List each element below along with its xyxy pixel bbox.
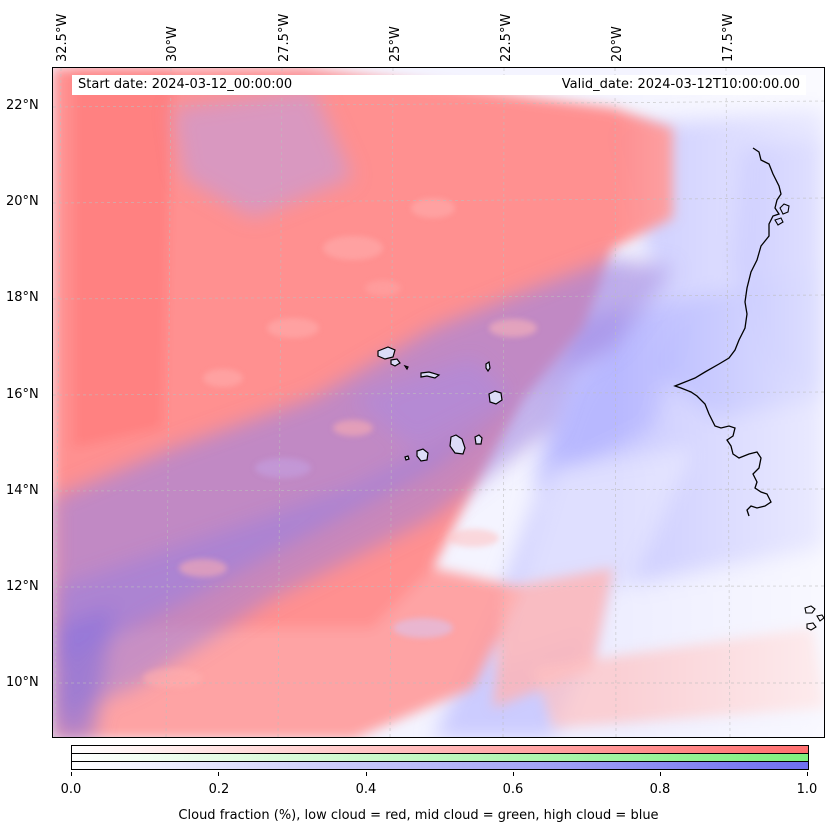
island-santiago (449, 434, 466, 455)
lat-label-22n: 22°N (6, 98, 39, 113)
colorbar-tick-4: 0.8 (649, 782, 671, 797)
lon-label-22-5w: 22.5°W (499, 13, 514, 62)
colorbar-tick-3: 0.6 (502, 782, 524, 797)
cloud-texture (143, 198, 537, 688)
island-sao-nicolau (420, 371, 441, 379)
island-maio (474, 434, 483, 445)
lat-label-20n: 20°N (6, 194, 39, 209)
coast-inlet (774, 203, 790, 226)
colorbar-tick-1: 0.2 (208, 782, 230, 797)
graticule (53, 68, 824, 737)
colorbar-tickmark-2 (366, 772, 367, 776)
east-fade (613, 68, 824, 737)
lat-label-10n: 10°N (6, 675, 39, 690)
colorbar-tickmark-1 (218, 772, 219, 776)
lon-label-27-5w: 27.5°W (277, 13, 292, 62)
cloud-map (52, 67, 825, 738)
lon-label-32-5w: 32.5°W (55, 13, 70, 62)
info-bar: Start date: 2024-03-12_00:00:00 Valid_da… (72, 75, 806, 95)
colorbar-graphic (71, 745, 809, 770)
colorbar-tickmark-4 (660, 772, 661, 776)
colorbar-tick-2: 0.4 (355, 782, 377, 797)
bijagos-islands (804, 605, 824, 631)
lat-label-12n: 12°N (6, 579, 39, 594)
colorbar-tickmark-0 (71, 772, 72, 776)
cloud-map-canvas (53, 68, 824, 737)
colorbar (71, 745, 809, 771)
colorbar-caption: Cloud fraction (%), low cloud = red, mid… (178, 808, 659, 823)
start-date-label: Start date: 2024-03-12_00:00:00 (78, 77, 293, 92)
colorbar-tickmark-3 (513, 772, 514, 776)
lon-label-20w: 20°W (610, 26, 625, 62)
colorbar-low-cloud (71, 745, 809, 754)
cape-verde-islands (377, 346, 503, 462)
africa-coastline (673, 147, 782, 517)
island-santa-luzia (403, 364, 409, 371)
lat-label-16n: 16°N (6, 387, 39, 402)
island-sal (485, 360, 491, 373)
lat-label-14n: 14°N (6, 483, 39, 498)
colorbar-mid-cloud (71, 753, 809, 762)
lon-label-25w: 25°W (388, 26, 403, 62)
lon-label-30w: 30°W (165, 26, 180, 62)
colorbar-high-cloud (71, 761, 809, 770)
lat-label-18n: 18°N (6, 290, 39, 305)
island-santo-antao (377, 346, 396, 360)
island-sao-vicente (390, 358, 401, 367)
lon-label-17-5w: 17.5°W (721, 13, 736, 62)
valid-date-label: Valid_date: 2024-03-12T10:00:00.00 (561, 77, 800, 92)
island-fogo (416, 448, 429, 462)
colorbar-tickmark-5 (807, 772, 808, 776)
colorbar-tick-0: 0.0 (60, 782, 82, 797)
island-brava (404, 455, 410, 461)
island-boa-vista (488, 390, 503, 405)
colorbar-tick-5: 1.0 (796, 782, 818, 797)
